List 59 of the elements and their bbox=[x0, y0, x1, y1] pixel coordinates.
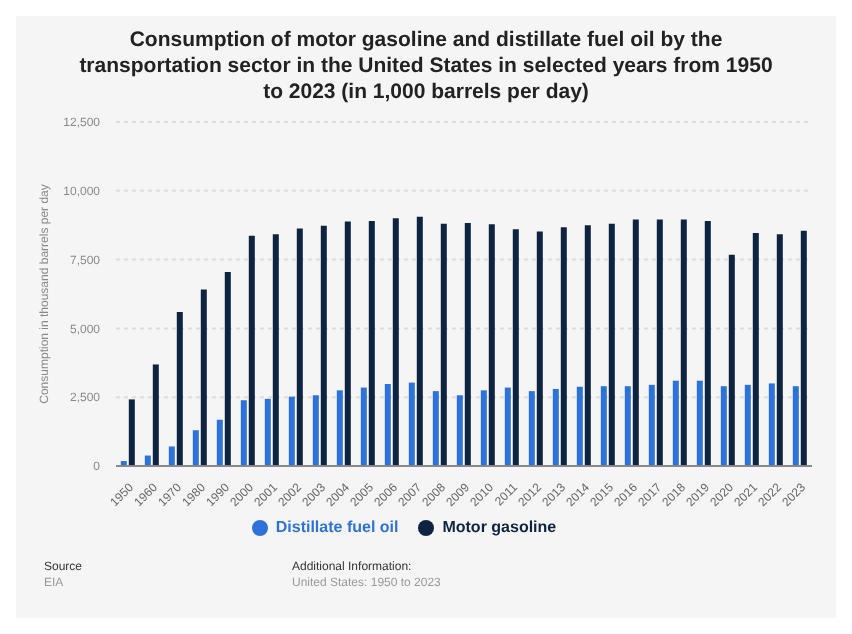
bar bbox=[560, 227, 567, 466]
bar bbox=[264, 398, 271, 466]
bar bbox=[536, 231, 543, 466]
bar bbox=[464, 223, 471, 466]
bar bbox=[192, 430, 199, 466]
bar bbox=[408, 382, 415, 466]
bar bbox=[320, 225, 327, 466]
bar bbox=[704, 221, 711, 466]
bar bbox=[152, 364, 159, 466]
bar bbox=[480, 390, 487, 466]
bar bbox=[288, 396, 295, 466]
bar bbox=[680, 219, 687, 466]
bar bbox=[624, 386, 631, 466]
bar bbox=[584, 225, 591, 466]
bar bbox=[312, 395, 319, 466]
bar bbox=[176, 311, 183, 466]
bar bbox=[632, 219, 639, 466]
bar bbox=[344, 221, 351, 466]
bar bbox=[776, 234, 783, 466]
bar bbox=[168, 446, 175, 466]
bar bbox=[576, 386, 583, 466]
bar bbox=[552, 388, 559, 466]
bar bbox=[416, 216, 423, 466]
bar bbox=[696, 380, 703, 466]
bar bbox=[600, 386, 607, 466]
bar bbox=[200, 289, 207, 466]
bar bbox=[432, 391, 439, 466]
bar bbox=[608, 223, 615, 466]
bar bbox=[656, 219, 663, 466]
bar bbox=[224, 271, 231, 466]
chart-title: Consumption of motor gasoline and distillate fuel oil by the transportation sector in the United States in selected years from 1950 to 2023 (in 1,000 barrels per day) bbox=[77, 26, 775, 106]
bar bbox=[240, 400, 247, 466]
bar bbox=[528, 391, 535, 466]
bar bbox=[672, 380, 679, 466]
bar bbox=[488, 224, 495, 466]
bar bbox=[360, 387, 367, 466]
bar bbox=[752, 232, 759, 466]
bar bbox=[792, 386, 799, 466]
bar bbox=[336, 390, 343, 466]
bar bbox=[392, 218, 399, 466]
bar bbox=[272, 234, 279, 466]
bar bbox=[296, 228, 303, 466]
bar bbox=[456, 395, 463, 466]
bar bbox=[248, 235, 255, 466]
bar bbox=[744, 384, 751, 466]
bar bbox=[440, 223, 447, 466]
bar bbox=[728, 254, 735, 466]
legend-label: Motor gasoline bbox=[442, 518, 557, 536]
bar bbox=[720, 386, 727, 466]
bar bbox=[768, 383, 775, 466]
bar bbox=[128, 399, 135, 466]
bar bbox=[648, 384, 655, 466]
bar bbox=[216, 419, 223, 466]
bar bbox=[504, 387, 511, 466]
bar bbox=[800, 230, 807, 466]
bar bbox=[368, 221, 375, 466]
bar bbox=[384, 383, 391, 466]
bar bbox=[512, 229, 519, 466]
legend-label: Distillate fuel oil bbox=[275, 518, 399, 536]
